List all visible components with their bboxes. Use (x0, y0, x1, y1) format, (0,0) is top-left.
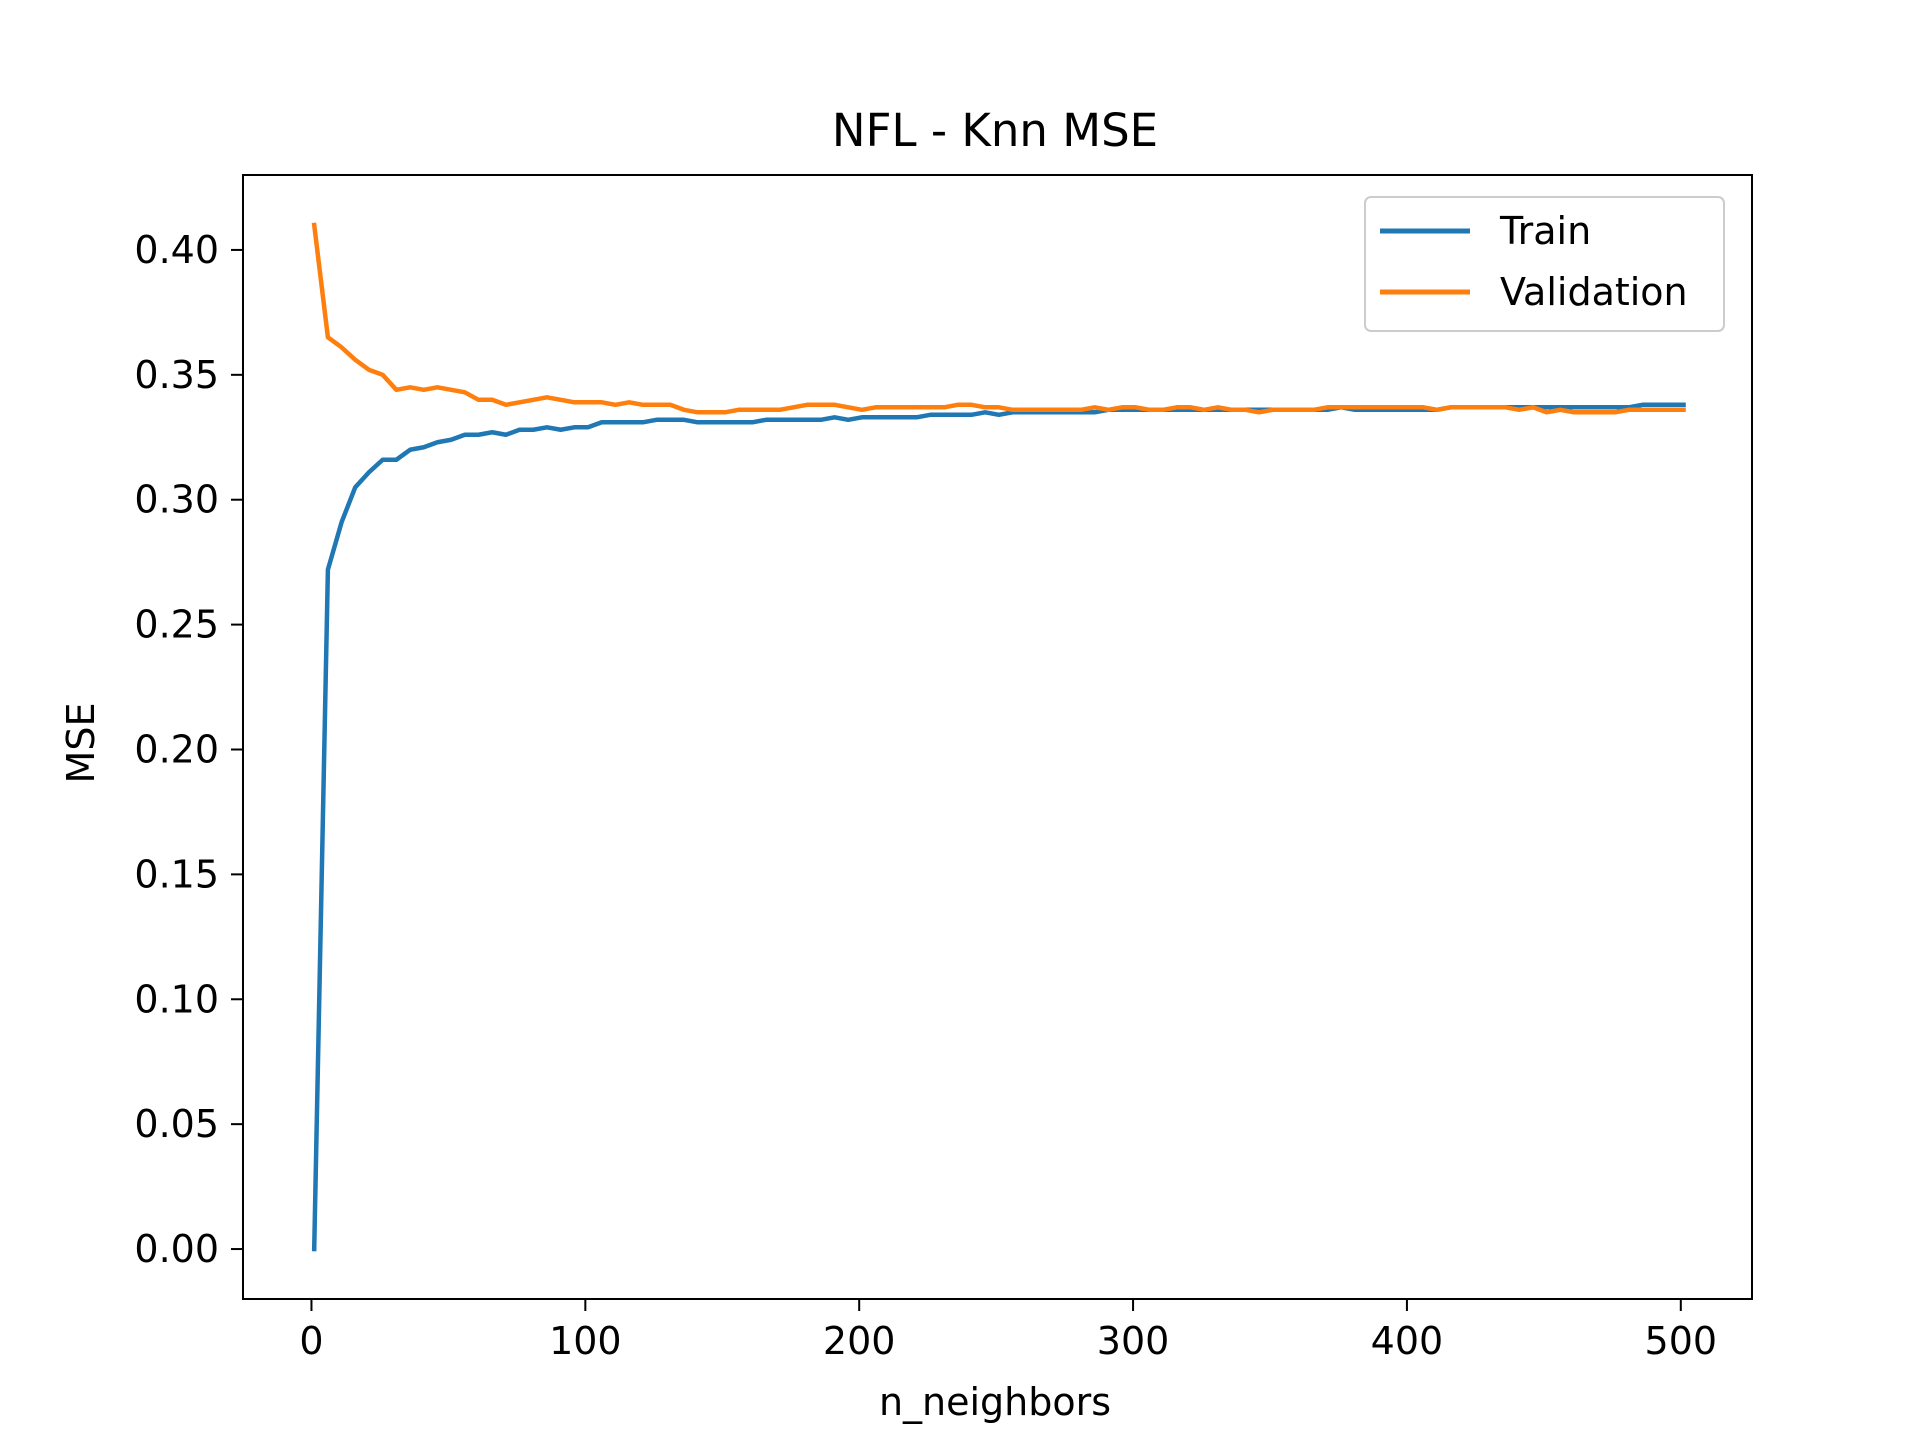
y-tick-label: 0.10 (134, 977, 219, 1021)
y-tick-label: 0.35 (134, 353, 219, 397)
y-tick-label: 0.05 (134, 1102, 219, 1146)
y-axis: 0.00 0.05 0.10 0.15 0.20 0.25 0.30 0.35 0.40 (134, 228, 243, 1271)
y-tick-label: 0.00 (134, 1227, 219, 1271)
y-tick-label: 0.40 (134, 228, 219, 272)
x-tick-label: 200 (823, 1319, 896, 1363)
x-tick-label: 300 (1097, 1319, 1170, 1363)
legend: Train Validation (1364, 196, 1725, 332)
plot-frame (242, 174, 1753, 1300)
x-tick-label: 500 (1645, 1319, 1718, 1363)
y-axis-title: MSE (59, 703, 103, 784)
chart-title: NFL - Knn MSE (832, 104, 1158, 157)
series-line-validation (311, 222, 1686, 415)
x-tick-label: 100 (549, 1319, 622, 1363)
x-axis: 0 100 200 300 400 500 (299, 1299, 1717, 1363)
x-tick-label: 0 (299, 1319, 323, 1363)
plot-area (242, 174, 1753, 1300)
y-tick-label: 0.15 (134, 852, 219, 896)
series-layer (311, 222, 1686, 1252)
x-tick-label: 400 (1371, 1319, 1444, 1363)
y-tick-label: 0.25 (134, 603, 219, 647)
legend-label-validation: Validation (1500, 270, 1688, 314)
legend-label-train: Train (1499, 209, 1591, 253)
y-tick-label: 0.20 (134, 727, 219, 771)
x-axis-title: n_neighbors (879, 1380, 1111, 1424)
y-tick-label: 0.30 (134, 478, 219, 522)
